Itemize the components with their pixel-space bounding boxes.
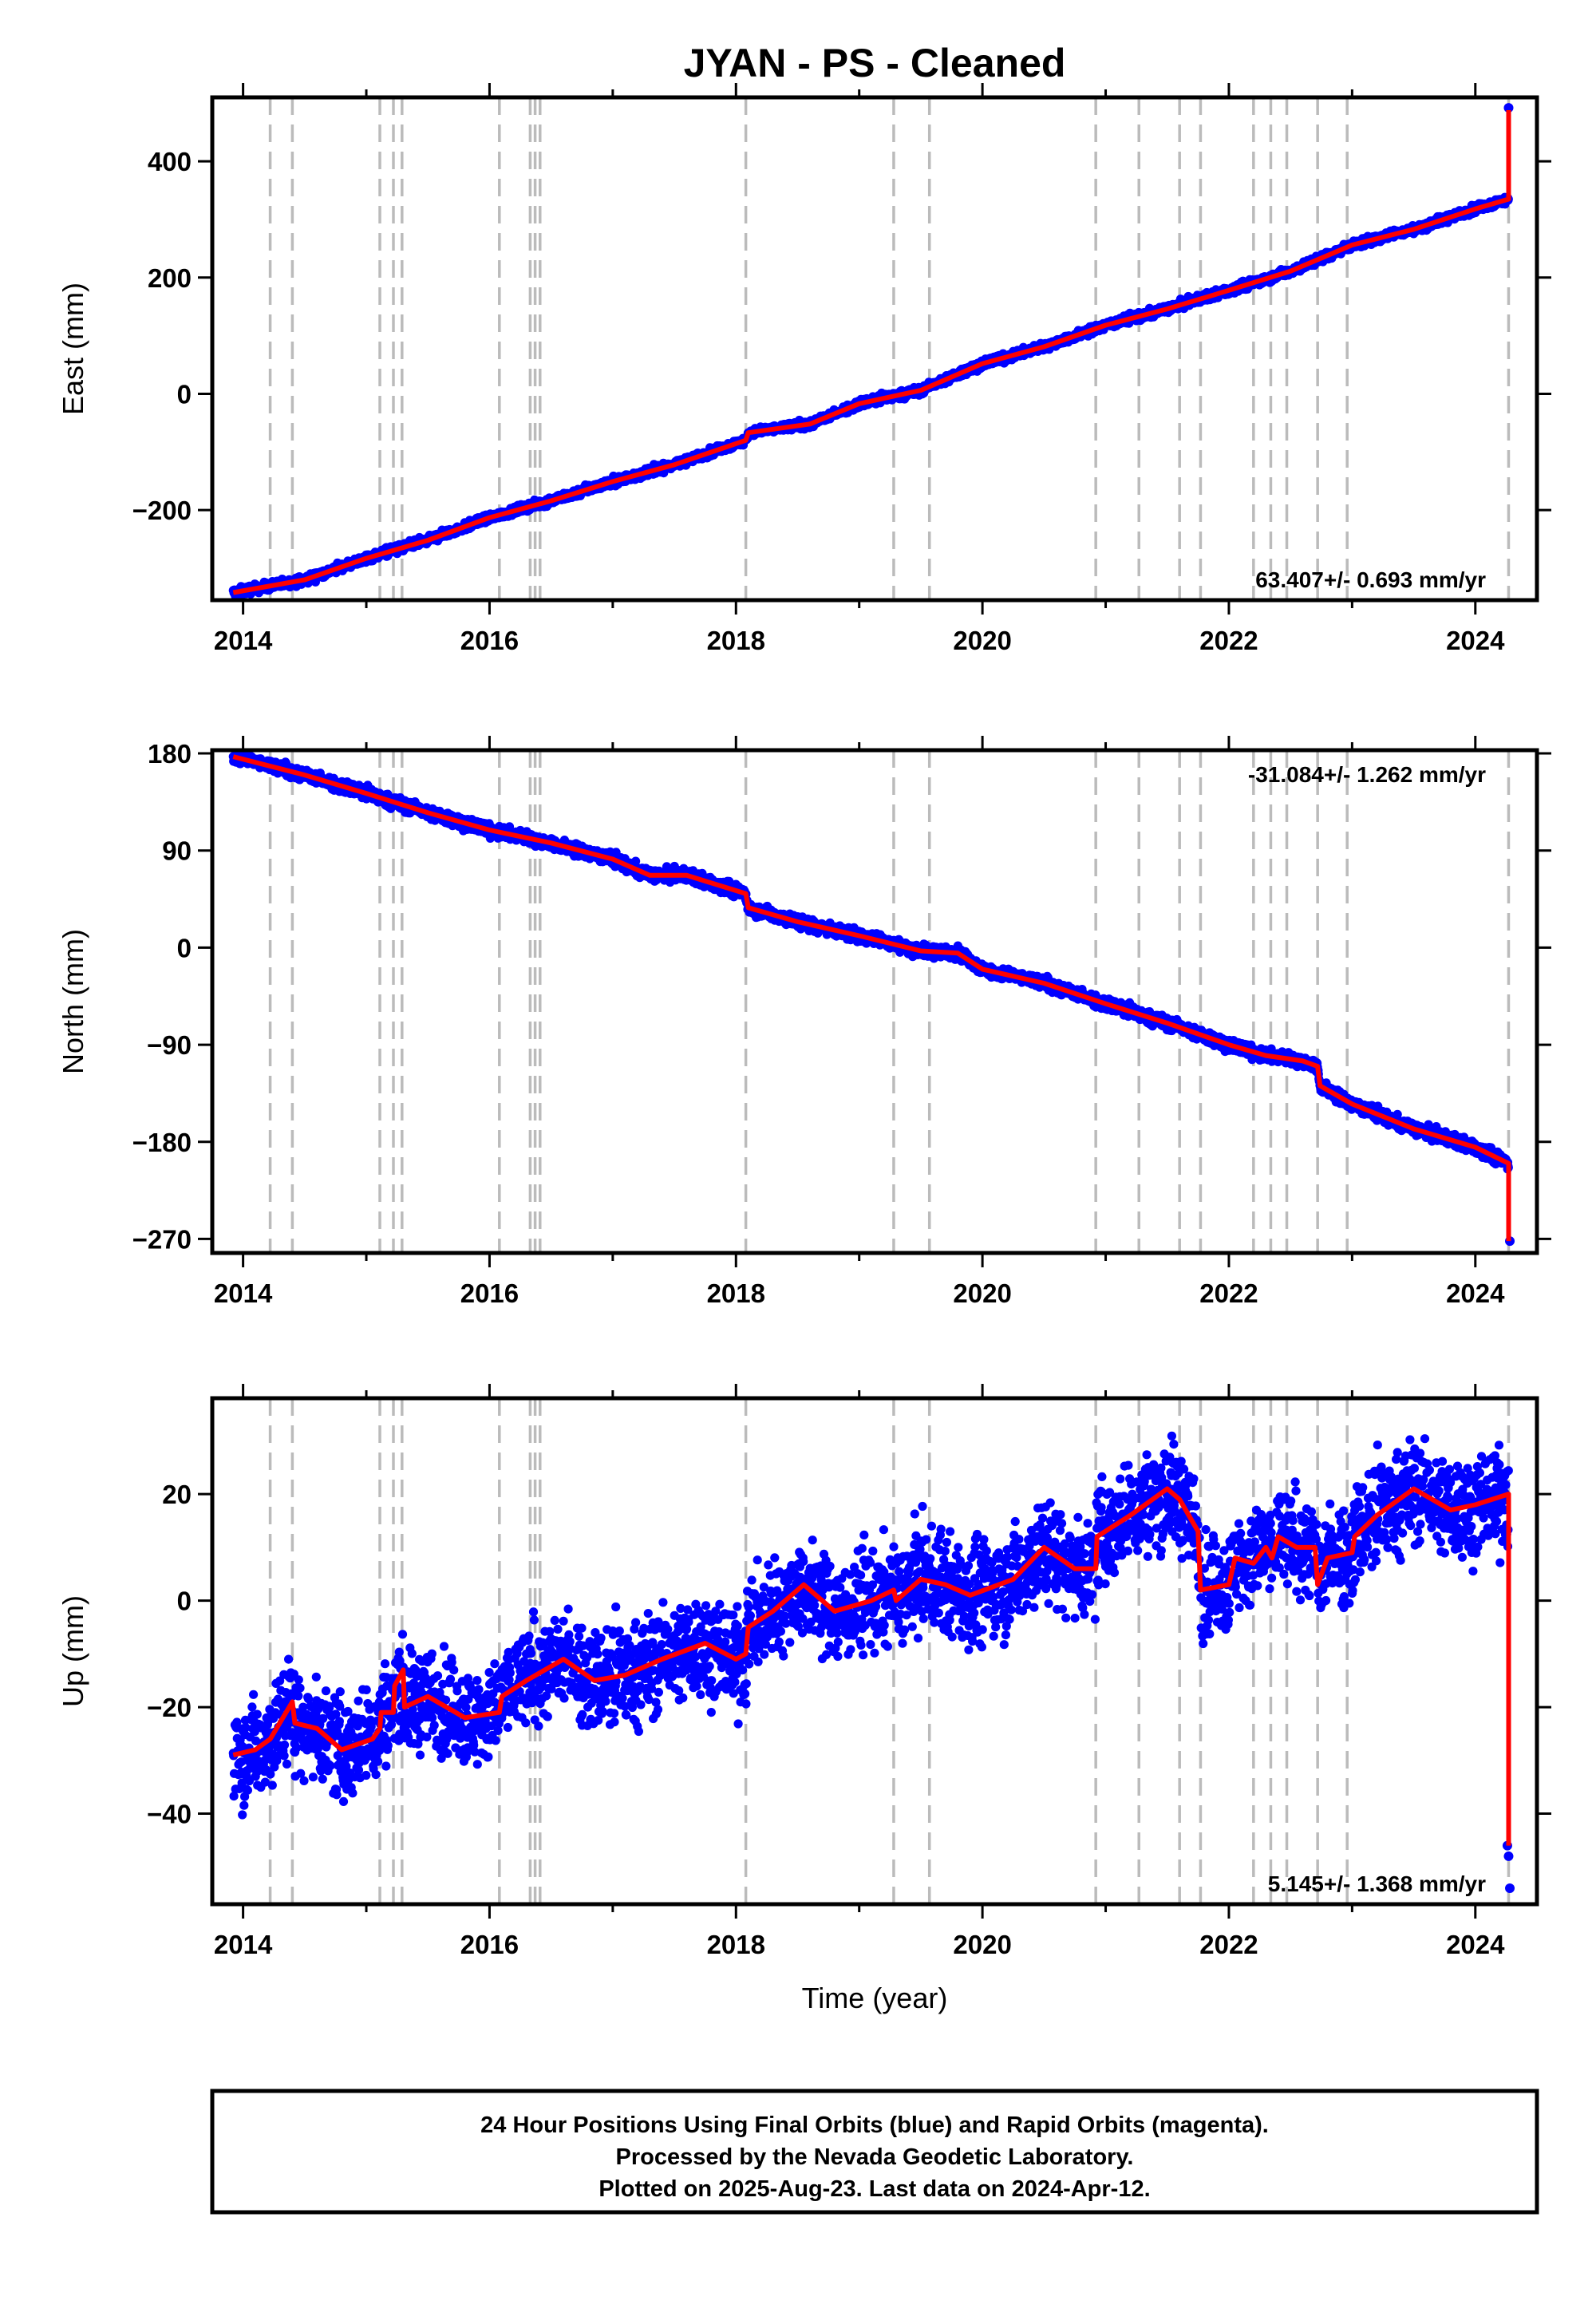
east-model-line: [232, 110, 1511, 595]
y-tick-label: −200: [132, 496, 192, 525]
x-tick-label: 2024: [1446, 626, 1505, 655]
plot-title: JYAN - PS - Cleaned: [684, 41, 1066, 85]
y-tick-label: 400: [148, 147, 192, 176]
y-tick-label: 200: [148, 263, 192, 293]
east-rate-label: 63.407+/- 0.693 mm/yr: [1255, 567, 1486, 592]
y-tick-label: 0: [177, 379, 192, 409]
east-axis-label: East (mm): [57, 283, 89, 415]
x-tick-label: 2022: [1199, 626, 1258, 655]
east-points: [228, 103, 1514, 600]
east-frame: [210, 95, 1539, 603]
x-tick-label: 2014: [214, 626, 273, 655]
east-panel: 2014 2016 2018 2020 2022 2024 −200 0 200 400 East …: [57, 83, 1551, 655]
x-tick-label: 2020: [953, 626, 1011, 655]
x-tick-label: 2018: [707, 626, 765, 655]
north-panel: 2014 2016 2018 2020 2022 2024−270−180−9009018…: [57, 736, 1551, 1308]
x-tick-label: 2016: [460, 626, 519, 655]
north-points: [228, 750, 1515, 1247]
